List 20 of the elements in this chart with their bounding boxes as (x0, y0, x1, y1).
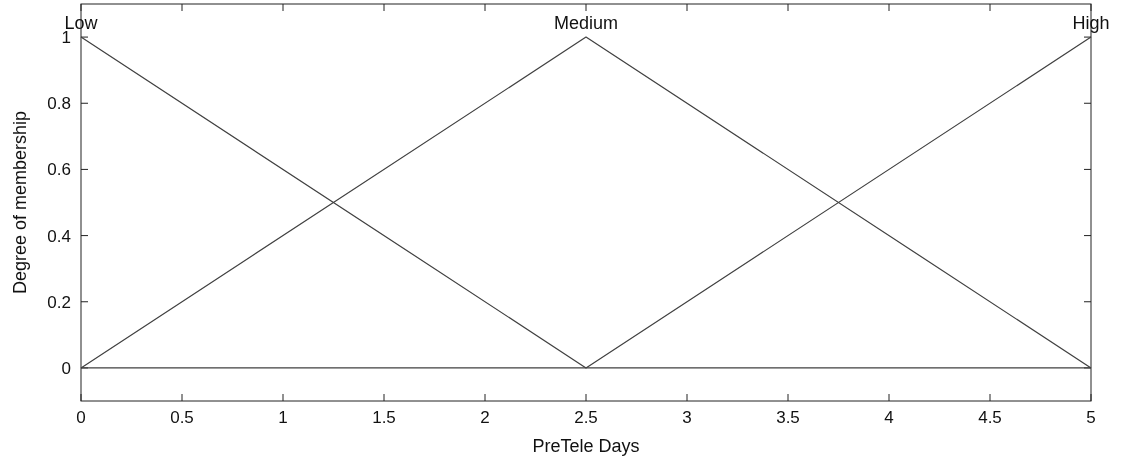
x-tick-label: 0.5 (170, 408, 194, 427)
x-tick-label: 2.5 (574, 408, 598, 427)
x-tick-label: 4 (884, 408, 894, 427)
y-tick-label: 0 (61, 358, 71, 378)
x-tick-label: 2 (480, 408, 490, 427)
y-tick-label: 0.6 (47, 160, 71, 180)
y-tick-label: 0.4 (47, 226, 71, 246)
x-tick-label: 0 (76, 408, 86, 427)
y-tick-label: 0.8 (47, 94, 71, 114)
y-axis-title: Degree of membership (10, 110, 30, 295)
x-tick-label: 4.5 (978, 408, 1002, 427)
x-tick-label: 1.5 (372, 408, 396, 427)
y-tick-label: 0.2 (47, 292, 71, 312)
x-tick-label: 5 (1086, 408, 1096, 427)
x-tick-label: 3.5 (776, 408, 800, 427)
x-tick-label: 1 (278, 408, 288, 427)
x-tick-label: 3 (682, 408, 692, 427)
series-label: High (1072, 13, 1110, 34)
x-axis-title: PreTele Days (532, 436, 640, 456)
series-label: Medium (553, 13, 619, 34)
